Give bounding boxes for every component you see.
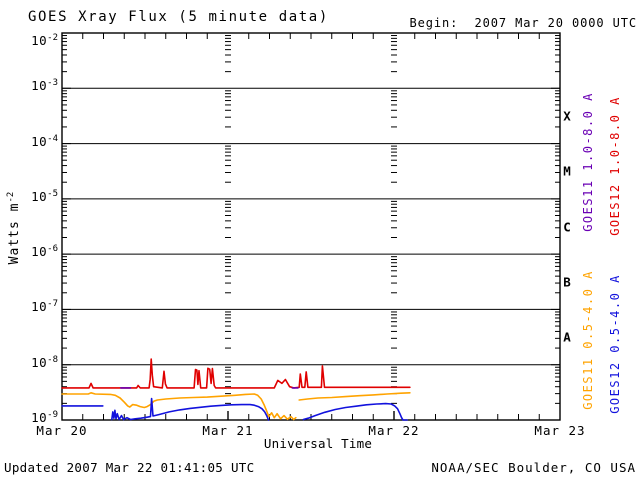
series-trace-3	[111, 397, 270, 421]
flare-class-label-b: B	[563, 274, 571, 290]
legend-goes11-short-label: GOES11 0.5-4.0 A	[581, 270, 595, 410]
series-trace-1	[61, 358, 411, 389]
flare-class-label-x: X	[563, 108, 571, 124]
footer-source-credit: NOAA/SEC Boulder, CO USA	[431, 460, 636, 475]
y-tick-label: 10-8	[31, 354, 58, 370]
y-tick-label: 10-2	[31, 33, 58, 49]
legend-goes11-long-label: GOES11 1.0-8.0 A	[581, 92, 595, 232]
chart-title: GOES Xray Flux (5 minute data)	[28, 9, 329, 25]
y-tick-label: 10-7	[31, 299, 58, 315]
x-tick-label: Mar 21	[202, 423, 254, 438]
series-trace-3	[302, 402, 408, 421]
y-tick-label: 10-6	[31, 244, 58, 260]
footer-updated-timestamp: Updated 2007 Mar 22 01:41:05 UTC	[4, 460, 255, 475]
legend-goes12-short-label: GOES12 0.5-4.0 A	[608, 274, 622, 414]
flare-class-label-m: M	[563, 163, 571, 179]
flare-class-label-a: A	[563, 329, 571, 345]
y-tick-label: 10-5	[31, 188, 58, 204]
begin-time-label: Begin: 2007 Mar 20 0000 UTC	[409, 16, 637, 30]
flare-class-label-c: C	[563, 219, 571, 234]
y-tick-label: 10-3	[31, 78, 58, 94]
x-axis-label: Universal Time	[263, 436, 373, 451]
legend-goes12-long-label: GOES12 1.0-8.0 A	[608, 96, 622, 236]
y-tick-label: 10-9	[31, 410, 58, 426]
series-trace-2	[298, 391, 411, 401]
series-trace-2	[61, 391, 297, 421]
x-tick-label: Mar 23	[534, 423, 586, 438]
y-tick-label: 10-4	[31, 133, 58, 149]
x-tick-label: Mar 22	[368, 423, 420, 438]
x-tick-label: Mar 20	[36, 423, 88, 438]
